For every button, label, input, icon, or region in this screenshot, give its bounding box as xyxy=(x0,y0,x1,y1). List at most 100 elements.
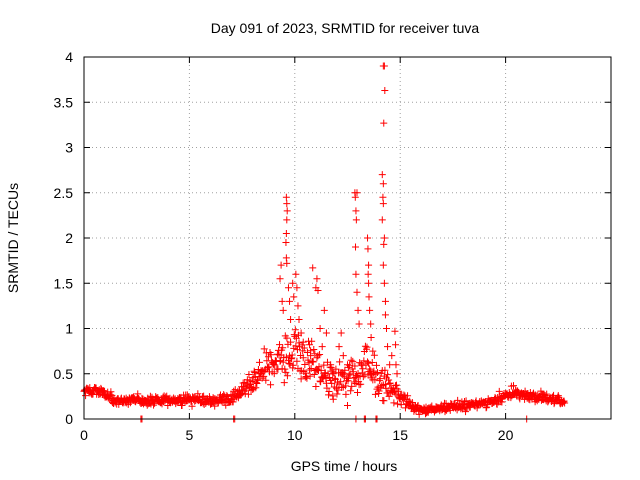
data-point-972 xyxy=(379,180,387,188)
data-point-348 xyxy=(263,364,271,372)
data-point-951 xyxy=(352,216,360,224)
data-point-970 xyxy=(380,119,388,127)
data-point-588 xyxy=(390,399,398,407)
data-point-936 xyxy=(309,264,317,272)
data-point-914 xyxy=(277,261,285,269)
data-point-420 xyxy=(301,373,309,381)
data-point-552 xyxy=(371,376,379,384)
data-point-952 xyxy=(352,243,360,251)
data-point-393 xyxy=(287,354,295,362)
data-point-991 xyxy=(307,352,315,360)
data-point-980 xyxy=(381,297,389,305)
data-point-378 xyxy=(279,358,287,366)
data-point-554 xyxy=(372,370,380,378)
data-point-326 xyxy=(252,384,260,392)
data-point-519 xyxy=(354,388,362,396)
data-point-977 xyxy=(380,240,388,248)
data-point-934 xyxy=(297,329,305,337)
y-axis-label: SRMTID / TECUs xyxy=(5,183,21,293)
chart-title: Day 091 of 2023, SRMTID for receiver tuv… xyxy=(211,20,480,36)
data-point-981 xyxy=(381,311,389,319)
data-point-186 xyxy=(178,402,186,410)
data-point-968 xyxy=(380,62,388,70)
data-point-466 xyxy=(326,374,334,382)
data-point-579 xyxy=(385,392,393,400)
data-point-470 xyxy=(328,379,336,387)
grid-lines xyxy=(84,57,611,419)
data-point-920 xyxy=(283,216,291,224)
data-point-957 xyxy=(364,234,372,242)
x-tick-label-0: 0 xyxy=(80,427,88,443)
data-point-793 xyxy=(498,398,506,406)
data-point-978 xyxy=(379,261,387,269)
data-point-443 xyxy=(313,366,321,374)
x-tick-label-3: 15 xyxy=(392,427,408,443)
data-point-926 xyxy=(286,297,294,305)
data-point-940 xyxy=(316,325,324,332)
data-point-939 xyxy=(314,286,322,294)
data-point-553 xyxy=(371,390,379,398)
data-point-330 xyxy=(254,376,262,384)
data-point-992 xyxy=(327,361,335,369)
data-point-565 xyxy=(378,382,386,390)
data-point-913 xyxy=(276,275,284,283)
data-point-987 xyxy=(392,341,400,349)
data-point-912 xyxy=(561,399,569,407)
data-point-989 xyxy=(393,370,401,378)
data-point-371 xyxy=(276,341,284,349)
data-point-298 xyxy=(237,390,245,398)
data-point-472 xyxy=(329,392,337,400)
data-point-943 xyxy=(322,329,330,337)
data-point-542 xyxy=(366,365,374,373)
data-point-932 xyxy=(294,302,302,310)
data-point-614 xyxy=(404,392,412,400)
data-point-988 xyxy=(392,361,400,369)
data-point-487 xyxy=(337,378,345,386)
x-tick-label-2: 10 xyxy=(287,427,303,443)
data-point-493 xyxy=(340,369,348,377)
data-point-381 xyxy=(281,365,289,373)
data-point-935 xyxy=(299,338,307,346)
data-point-301 xyxy=(239,386,247,394)
data-point-39 xyxy=(101,387,109,395)
data-point-469 xyxy=(327,364,335,372)
data-point-560 xyxy=(375,387,383,395)
data-point-788 xyxy=(495,387,503,395)
data-point-990 xyxy=(306,341,314,349)
data-point-66 xyxy=(115,400,123,408)
data-point-320 xyxy=(249,385,257,393)
data-point-399 xyxy=(290,331,298,339)
data-point-551 xyxy=(370,351,378,359)
data-point-496 xyxy=(341,382,349,390)
data-point-537 xyxy=(363,343,371,351)
data-point-530 xyxy=(359,373,367,381)
data-point-412 xyxy=(297,375,305,383)
data-point-971 xyxy=(378,171,386,179)
data-point-479 xyxy=(332,384,340,392)
data-point-915 xyxy=(278,297,286,305)
data-point-576 xyxy=(384,371,392,379)
data-point-351 xyxy=(265,363,273,371)
data-point-927 xyxy=(287,315,295,323)
data-point-944 xyxy=(335,343,343,351)
data-point-531 xyxy=(360,357,368,365)
data-point-569 xyxy=(380,397,388,405)
data-point-919 xyxy=(283,207,291,215)
data-point-964 xyxy=(367,320,375,328)
data-point-979 xyxy=(380,279,388,287)
data-point-514 xyxy=(351,362,359,370)
data-point-418 xyxy=(300,344,308,352)
x-tick-label-1: 5 xyxy=(186,427,194,443)
data-point-961 xyxy=(365,279,373,287)
data-point-924 xyxy=(283,259,291,267)
data-point-482 xyxy=(334,386,342,394)
data-point-985 xyxy=(388,352,396,360)
data-point-916 xyxy=(279,306,287,314)
data-point-557 xyxy=(374,368,382,376)
data-point-404 xyxy=(293,357,301,365)
data-point-437 xyxy=(310,371,318,379)
data-point-597 xyxy=(395,387,403,395)
data-point-922 xyxy=(282,239,290,247)
y-tick-label-3: 1.5 xyxy=(54,275,74,291)
